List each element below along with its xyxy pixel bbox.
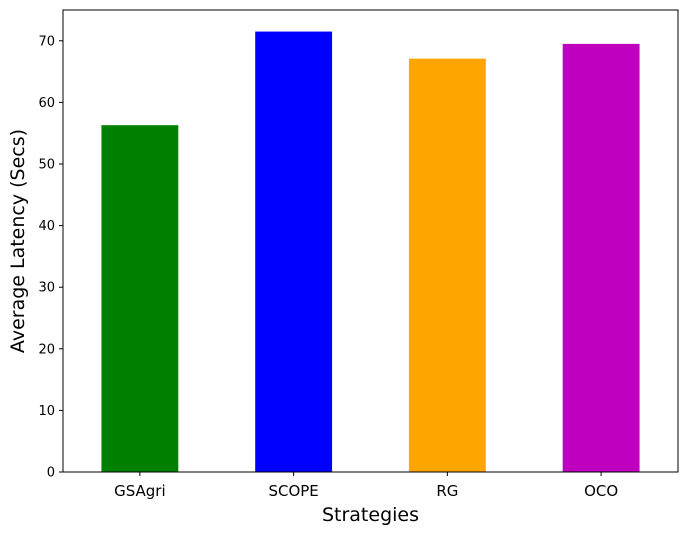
- y-tick-label: 0: [47, 466, 55, 481]
- bars-group: [101, 31, 640, 473]
- bar-rg: [408, 58, 486, 472]
- y-axis-title: Average Latency (Secs): [7, 129, 29, 353]
- x-tick-label: RG: [436, 482, 458, 500]
- x-tick-label: GSAgri: [114, 482, 166, 500]
- plot-frame: [62, 9, 679, 473]
- x-tick-label: SCOPE: [268, 482, 318, 500]
- x-axis-title: Strategies: [322, 504, 419, 526]
- bar-scope: [255, 31, 333, 473]
- bar-oco: [562, 43, 640, 472]
- bar-gsagri: [101, 125, 179, 472]
- y-tick-label: 40: [38, 219, 55, 234]
- y-axis-ticks: 0 10 20 30 40 50 60 70: [38, 34, 63, 481]
- y-tick-label: 60: [38, 96, 55, 111]
- x-axis-ticks: GSAgri SCOPE RG OCO: [114, 472, 618, 500]
- y-tick-label: 20: [38, 342, 55, 357]
- y-tick-label: 10: [38, 404, 55, 419]
- y-tick-label: 50: [38, 158, 55, 173]
- x-tick-label: OCO: [584, 482, 618, 500]
- y-tick-label: 70: [38, 34, 55, 49]
- y-tick-label: 30: [38, 281, 55, 296]
